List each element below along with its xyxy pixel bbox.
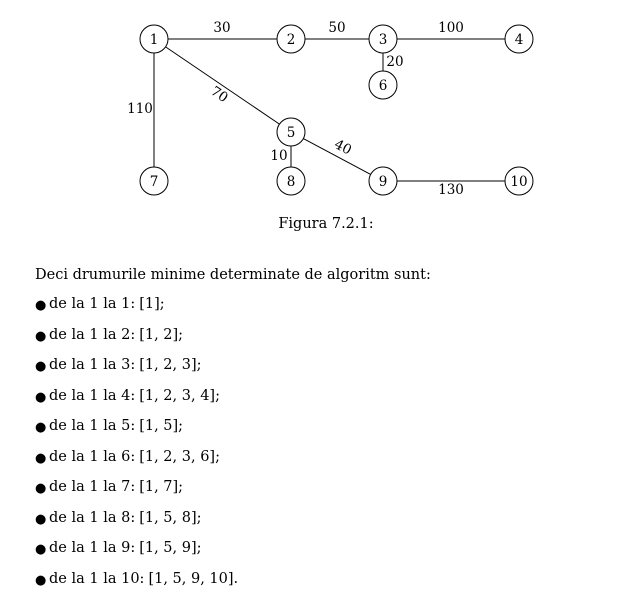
path-label: de la 1 la 9: bbox=[49, 540, 136, 556]
edge-weight-label: 50 bbox=[328, 20, 345, 36]
path-value: [1, 5, 9, 10]. bbox=[148, 570, 239, 587]
node-circle bbox=[276, 117, 306, 147]
node-9: 9 bbox=[368, 166, 398, 196]
list-item: ● de la 1 la 6: [1, 2, 3, 6]; bbox=[35, 449, 238, 480]
list-item: ● de la 1 la 1: [1]; bbox=[35, 296, 238, 327]
node-1: 1 bbox=[139, 24, 169, 54]
edge-5-9 bbox=[303, 138, 371, 175]
path-label: de la 1 la 7: bbox=[49, 479, 136, 495]
path-value: [1, 5, 9]; bbox=[139, 540, 202, 556]
intro-text: Deci drumurile minime determinate de alg… bbox=[35, 267, 431, 283]
path-value: [1, 5]; bbox=[139, 418, 184, 434]
list-item: ● de la 1 la 4: [1, 2, 3, 4]; bbox=[35, 388, 238, 419]
node-6: 6 bbox=[368, 70, 398, 100]
node-3: 3 bbox=[368, 24, 398, 54]
list-item: ● de la 1 la 5: [1, 5]; bbox=[35, 418, 238, 449]
path-value: [1, 2]; bbox=[139, 326, 184, 343]
path-value: [1, 7]; bbox=[139, 479, 184, 495]
node-circle bbox=[276, 24, 306, 54]
bullet-icon: ● bbox=[35, 572, 47, 588]
path-list: ● de la 1 la 1: [1]; ● de la 1 la 2: [1, 2];… bbox=[35, 296, 238, 601]
path-value: [1, 5, 8]; bbox=[139, 509, 202, 526]
path-label: de la 1 la 1: bbox=[49, 296, 136, 312]
path-label: de la 1 la 2: bbox=[49, 326, 136, 343]
list-item: ● de la 1 la 9: [1, 5, 9]; bbox=[35, 540, 238, 571]
node-label: 1 bbox=[150, 32, 159, 48]
path-value: [1, 2, 3, 6]; bbox=[139, 448, 220, 465]
bullet-icon: ● bbox=[35, 298, 47, 313]
path-value: [1]; bbox=[139, 296, 165, 312]
node-label: 3 bbox=[379, 32, 388, 48]
node-label: 9 bbox=[379, 174, 388, 190]
list-item: ● de la 1 la 8: [1, 5, 8]; bbox=[35, 510, 238, 541]
node-circle bbox=[139, 24, 169, 54]
list-item: ● de la 1 la 10: [1, 5, 9, 10]. bbox=[35, 571, 238, 602]
edge-weight-label: 130 bbox=[438, 182, 464, 198]
path-value: [1, 2, 3, 4]; bbox=[139, 387, 220, 404]
node-label: 4 bbox=[515, 32, 524, 48]
node-circle bbox=[504, 166, 534, 196]
edge-weight-label: 30 bbox=[213, 20, 230, 36]
figure-caption: Figura 7.2.1: bbox=[278, 216, 374, 232]
path-label: de la 1 la 6: bbox=[49, 448, 136, 465]
node-8: 8 bbox=[276, 166, 306, 196]
node-10: 10 bbox=[504, 166, 534, 196]
node-label: 6 bbox=[379, 78, 388, 94]
path-label: de la 1 la 5: bbox=[49, 418, 136, 434]
node-label: 2 bbox=[287, 32, 296, 48]
edge-weight-label: 40 bbox=[332, 136, 355, 158]
node-circle bbox=[368, 166, 398, 196]
edge-1-5 bbox=[165, 46, 280, 125]
bullet-icon: ● bbox=[35, 481, 47, 496]
node-5: 5 bbox=[276, 117, 306, 147]
node-circle bbox=[276, 166, 306, 196]
edge-weight-label: 70 bbox=[208, 83, 231, 106]
node-label: 8 bbox=[287, 174, 296, 190]
list-item: ● de la 1 la 3: [1, 2, 3]; bbox=[35, 357, 238, 388]
bullet-icon: ● bbox=[35, 420, 47, 435]
node-7: 7 bbox=[139, 166, 169, 196]
node-circle bbox=[504, 24, 534, 54]
edge-weight-label: 100 bbox=[438, 20, 464, 36]
bullet-icon: ● bbox=[35, 359, 47, 374]
bullet-icon: ● bbox=[35, 511, 47, 527]
node-label: 7 bbox=[150, 174, 159, 190]
bullet-icon: ● bbox=[35, 328, 47, 344]
node-circle bbox=[368, 70, 398, 100]
node-label: 5 bbox=[287, 125, 296, 141]
node-label: 10 bbox=[510, 174, 527, 190]
graph-figure: 30 50 100 20 110 70 10 40 130 1 2 3 4 5 6 7 8 9 10 bbox=[127, 20, 534, 198]
node-2: 2 bbox=[276, 24, 306, 54]
bullet-icon: ● bbox=[35, 542, 47, 557]
edge-weight-label: 20 bbox=[386, 54, 403, 70]
path-label: de la 1 la 3: bbox=[49, 357, 136, 373]
edge-weight-label: 10 bbox=[270, 148, 287, 164]
node-4: 4 bbox=[504, 24, 534, 54]
path-value: [1, 2, 3]; bbox=[139, 357, 202, 373]
path-label: de la 1 la 4: bbox=[49, 387, 136, 404]
path-label: de la 1 la 8: bbox=[49, 509, 136, 526]
path-label: de la 1 la 10: bbox=[49, 570, 145, 587]
node-circle bbox=[368, 24, 398, 54]
node-circle bbox=[139, 166, 169, 196]
bullet-icon: ● bbox=[35, 389, 47, 405]
list-item: ● de la 1 la 2: [1, 2]; bbox=[35, 327, 238, 358]
bullet-icon: ● bbox=[35, 450, 47, 466]
edge-weight-label: 110 bbox=[127, 101, 153, 117]
list-item: ● de la 1 la 7: [1, 7]; bbox=[35, 479, 238, 510]
